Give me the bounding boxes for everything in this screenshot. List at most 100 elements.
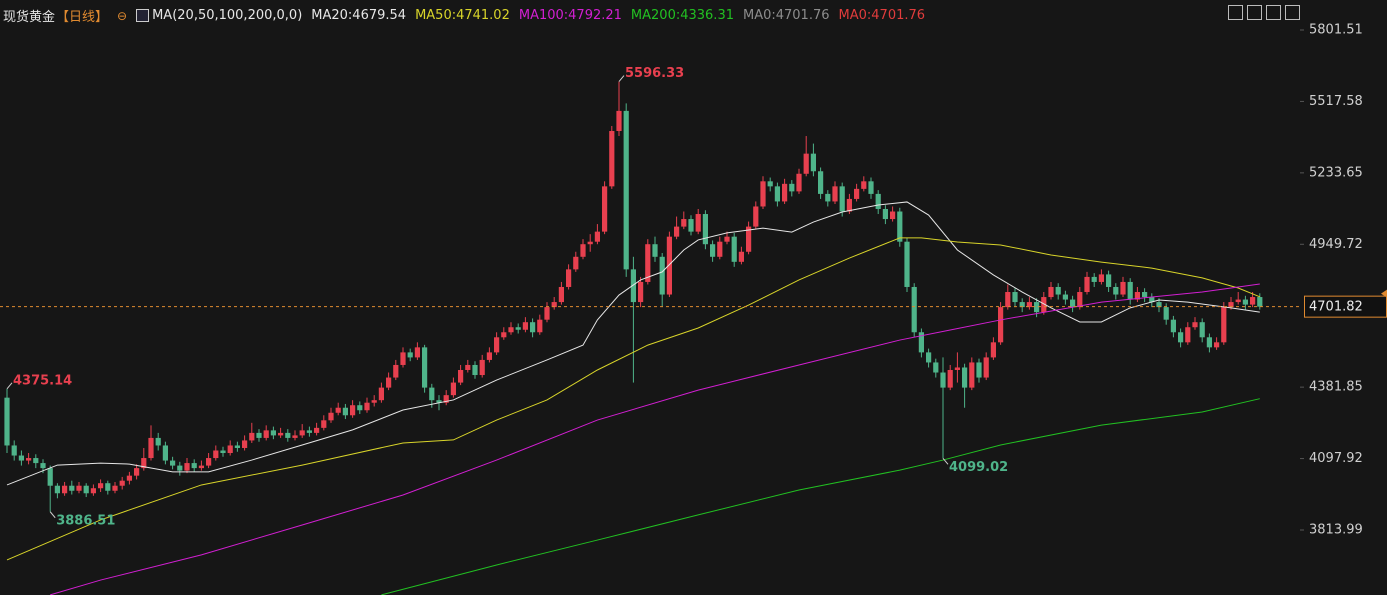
candle-body bbox=[227, 445, 233, 454]
candle-body bbox=[76, 485, 82, 491]
candle-body bbox=[566, 269, 572, 287]
legend-entry: MA20:4679.54 bbox=[311, 8, 407, 23]
high-label: 4375.14 bbox=[13, 373, 72, 388]
candle-body bbox=[623, 110, 629, 270]
candle-body bbox=[177, 465, 183, 471]
candle-body bbox=[98, 483, 104, 489]
candle-body bbox=[674, 226, 680, 237]
candle-body bbox=[638, 281, 644, 303]
candle-body bbox=[1041, 297, 1047, 313]
candle-body bbox=[342, 407, 348, 416]
candle-body bbox=[630, 269, 636, 303]
candle-body bbox=[515, 327, 521, 330]
candle-body bbox=[544, 307, 550, 320]
candle-body bbox=[746, 226, 752, 252]
candle-body bbox=[731, 236, 737, 262]
label-leader bbox=[618, 75, 625, 82]
candle-body bbox=[213, 450, 219, 459]
candle-body bbox=[1235, 299, 1241, 303]
candle-body bbox=[450, 382, 456, 396]
candle-body bbox=[4, 397, 10, 446]
candle-body bbox=[407, 352, 413, 358]
candle-body bbox=[62, 485, 68, 494]
toolbar-button[interactable] bbox=[1266, 5, 1281, 20]
candle-body bbox=[522, 322, 528, 330]
candle-body bbox=[162, 445, 168, 461]
ma-line bbox=[381, 398, 1260, 595]
candle-body bbox=[249, 432, 255, 441]
candle-body bbox=[897, 211, 903, 242]
candle-body bbox=[1192, 322, 1198, 328]
candle-body bbox=[134, 468, 140, 476]
settings-icon[interactable]: ⊖ bbox=[117, 8, 128, 23]
y-tick-label: 4949.72 bbox=[1309, 237, 1363, 252]
legend-entry: MA0:4701.76 bbox=[742, 8, 830, 23]
toolbar-button[interactable] bbox=[1285, 5, 1300, 20]
candle-body bbox=[1206, 337, 1212, 348]
y-tick-label: 5517.58 bbox=[1309, 94, 1363, 109]
candle-body bbox=[990, 342, 996, 358]
candle-body bbox=[580, 244, 586, 257]
legend-entry: MA50:4741.02 bbox=[415, 8, 510, 23]
candle-body bbox=[616, 110, 622, 132]
price-marker bbox=[1381, 289, 1387, 298]
candle-body bbox=[191, 463, 197, 469]
candle-body bbox=[969, 362, 975, 388]
toolbar-button[interactable] bbox=[1247, 5, 1262, 20]
legend-entry: MA100:4792.21 bbox=[518, 8, 622, 23]
candle-body bbox=[242, 440, 248, 448]
candle-body bbox=[1149, 297, 1155, 303]
y-tick-label: 4381.85 bbox=[1309, 380, 1363, 395]
candle-body bbox=[1098, 274, 1104, 282]
candle-body bbox=[1106, 274, 1112, 287]
toolbar bbox=[1228, 5, 1300, 20]
candle-body bbox=[710, 244, 716, 257]
candle-body bbox=[393, 364, 399, 378]
candle-body bbox=[962, 367, 968, 388]
candle-body bbox=[983, 357, 989, 378]
candle-body bbox=[112, 485, 118, 491]
low-label: 4099.02 bbox=[949, 460, 1008, 475]
candle-body bbox=[90, 488, 96, 494]
toolbar-button[interactable] bbox=[1228, 5, 1243, 20]
candle-body bbox=[551, 302, 557, 308]
ma-params: MA(20,50,100,200,0,0) bbox=[152, 8, 303, 23]
candle-body bbox=[695, 214, 701, 232]
candle-body bbox=[1214, 342, 1220, 348]
candle-body bbox=[558, 286, 564, 303]
candle-body bbox=[1077, 292, 1083, 308]
candle-body bbox=[609, 131, 615, 187]
candle-body bbox=[1250, 297, 1256, 305]
candle-body bbox=[306, 430, 312, 433]
candle-body bbox=[234, 445, 240, 448]
legend-entry: MA0:4701.76 bbox=[838, 8, 926, 23]
candle-body bbox=[911, 286, 917, 333]
candle-body bbox=[1005, 292, 1011, 308]
indicator-icon[interactable] bbox=[136, 9, 150, 22]
candle-body bbox=[371, 400, 377, 403]
candle-body bbox=[933, 362, 939, 373]
candle-body bbox=[1142, 292, 1148, 298]
y-tick-label: 5801.51 bbox=[1309, 22, 1363, 37]
candle-body bbox=[198, 465, 204, 469]
candle-body bbox=[1170, 319, 1176, 333]
candle-body bbox=[321, 420, 327, 428]
candle-body bbox=[357, 405, 363, 411]
candle-body bbox=[717, 241, 723, 257]
y-tick-label: 3813.99 bbox=[1309, 522, 1363, 537]
candle-body bbox=[314, 427, 320, 433]
candle-body bbox=[436, 400, 442, 403]
candle-body bbox=[479, 359, 485, 376]
candle-body bbox=[846, 198, 852, 212]
candle-body bbox=[803, 153, 809, 174]
candle-body bbox=[350, 405, 356, 416]
candle-body bbox=[1221, 307, 1227, 343]
candle-body bbox=[1012, 292, 1018, 303]
candle-body bbox=[458, 369, 464, 383]
candle-body bbox=[702, 214, 708, 245]
candle-body bbox=[40, 463, 46, 469]
candle-body bbox=[1070, 299, 1076, 308]
legend: 现货黄金 【日线】 ⊖ MA(20,50,100,200,0,0) MA20:4… bbox=[3, 6, 925, 25]
candle-body bbox=[155, 437, 161, 446]
